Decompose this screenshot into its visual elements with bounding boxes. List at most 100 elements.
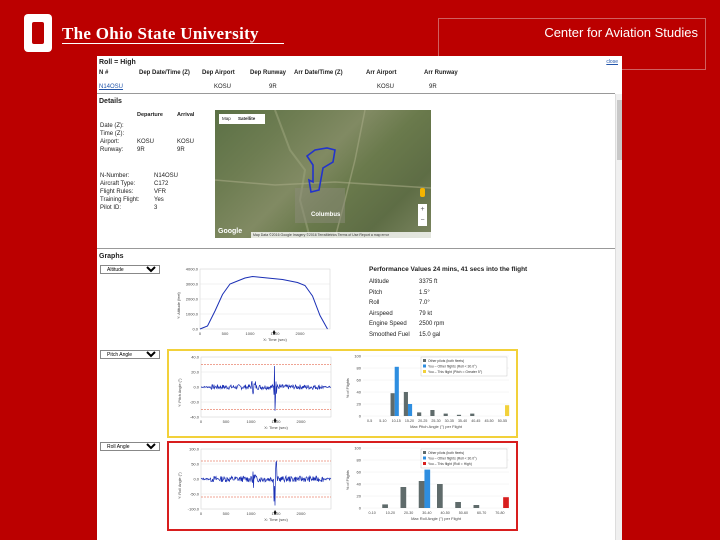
x-tick-label: 70-80 bbox=[495, 511, 504, 515]
graph1-select[interactable]: Altitude bbox=[100, 265, 160, 274]
y-tick-label: -40.0 bbox=[190, 415, 200, 420]
aircraft-label: Pilot ID: bbox=[100, 205, 122, 211]
perf-label: Altitude bbox=[369, 279, 390, 285]
detail-value bbox=[137, 122, 154, 130]
col-dep-airport: Dep Airport bbox=[202, 70, 235, 76]
flight-map[interactable]: Map Satellite Columbus + − Google Map Da… bbox=[215, 110, 431, 238]
graph3-select[interactable]: Roll Angle bbox=[100, 442, 160, 451]
scrollbar[interactable] bbox=[615, 94, 622, 540]
center-title: Center for Aviation Studies bbox=[544, 25, 698, 40]
aircraft-value: 3 bbox=[154, 205, 158, 211]
histogram-bar bbox=[443, 413, 448, 416]
x-tick-label: 0 bbox=[200, 511, 203, 516]
altitude-chart: 4000.0 3000.0 2000.0 1000.0 0.00 500 1000 1500 2… bbox=[177, 267, 331, 342]
x-axis-label: X: Time (sec) bbox=[264, 517, 288, 522]
scrollbar-thumb[interactable] bbox=[617, 100, 622, 160]
perf-label: Pitch bbox=[369, 289, 383, 296]
y-tick-label: 40 bbox=[357, 482, 362, 487]
series-line bbox=[200, 366, 332, 411]
detail-value: 9R bbox=[137, 147, 145, 153]
legend-swatch bbox=[423, 359, 426, 362]
pegman-icon[interactable] bbox=[420, 188, 425, 197]
y-tick-label: 20.0 bbox=[191, 370, 200, 375]
x-tick-label: 30-40 bbox=[422, 511, 431, 515]
x-tick-label: 0 bbox=[199, 331, 202, 336]
perf-row: Altitude 3375 ft bbox=[369, 277, 519, 288]
detail-label: Time (Z): bbox=[100, 131, 125, 137]
y-tick-label: 4000.0 bbox=[186, 267, 199, 272]
graph2-select[interactable]: Pitch Angle bbox=[100, 350, 160, 359]
dep-airport-cell: KOSU bbox=[214, 84, 232, 90]
performance-values: Altitude 3375 ft Pitch 1.5° Roll 7.0° Airsp… bbox=[369, 277, 519, 340]
histogram-bar bbox=[394, 366, 399, 416]
detail-value bbox=[177, 122, 194, 130]
detail-value bbox=[137, 130, 154, 138]
x-tick-label: 0-10 bbox=[369, 511, 376, 515]
col-arr-date: Arr Date/Time (Z) bbox=[294, 70, 343, 76]
legend-swatch bbox=[423, 456, 426, 460]
x-tick-label: 500 bbox=[222, 331, 229, 336]
x-tick-label: 1500 bbox=[271, 331, 281, 336]
histogram-bar bbox=[505, 405, 510, 416]
y-tick-label: 3000.0 bbox=[186, 282, 199, 287]
col-dep-date: Dep Date/Time (Z) bbox=[139, 70, 190, 76]
x-tick-label: 10-15 bbox=[392, 419, 401, 423]
y-tick-label: 80 bbox=[357, 458, 362, 463]
aircraft-link[interactable]: N14OSU bbox=[99, 84, 124, 90]
map-tab[interactable]: Map bbox=[222, 116, 231, 121]
aircraft-values: N14OSU C172 VFR Yes 3 bbox=[154, 172, 178, 212]
y-tick-label: 20 bbox=[357, 402, 362, 407]
osu-logo-icon bbox=[24, 14, 52, 52]
arrival-label: Arrival bbox=[177, 112, 195, 118]
satellite-tab[interactable]: Satellite bbox=[238, 116, 256, 121]
detail-label: Runway: bbox=[100, 147, 124, 153]
histogram-bar bbox=[473, 505, 480, 508]
y-tick-label: 60 bbox=[357, 470, 362, 475]
aircraft-label: Aircraft Type: bbox=[100, 181, 136, 187]
x-tick-label: 50-55 bbox=[498, 419, 507, 423]
aircraft-label: Flight Rules: bbox=[100, 189, 134, 195]
y-tick-label: 80 bbox=[357, 366, 362, 371]
x-axis-label: Max Roll Angle (°) per Flight bbox=[411, 516, 462, 521]
divider bbox=[62, 43, 284, 44]
aircraft-value: Yes bbox=[154, 197, 164, 203]
legend-box bbox=[420, 448, 508, 469]
perf-row: Smoothed Fuel 15.0 gal bbox=[369, 330, 519, 341]
departure-values: KOSU 9R bbox=[137, 122, 154, 154]
perf-value: 2500 rpm bbox=[419, 321, 445, 327]
zoom-out-button[interactable]: − bbox=[420, 217, 425, 224]
legend-swatch bbox=[423, 462, 426, 465]
x-tick-label: 2000 bbox=[296, 331, 306, 336]
arr-runway-cell: 9R bbox=[429, 84, 437, 90]
x-tick-label: 1500 bbox=[272, 511, 282, 516]
pitch-line-chart: 40.0 20.0 0.0 -20.0 -40.00 500 1000 1500 2000 Y: … bbox=[178, 355, 332, 430]
x-tick-label: 2000 bbox=[297, 511, 307, 516]
divider bbox=[97, 248, 615, 249]
col-n: N # bbox=[99, 70, 109, 76]
x-tick-label: 60-70 bbox=[477, 511, 486, 515]
time-marker-icon bbox=[273, 418, 277, 423]
histogram-bar bbox=[390, 393, 395, 416]
pitch-histogram: 100 80 60 40 20 0 % of Flights 0-5 5-10 10-15 15-2… bbox=[346, 354, 510, 429]
roll-line-chart: 100.0 50.0 0.0 -50.0 -100.00 500 1000 1500 2000 Y… bbox=[178, 447, 332, 522]
zoom-in-button[interactable]: + bbox=[420, 206, 425, 213]
x-tick-label: 20-30 bbox=[404, 511, 413, 515]
x-tick-label: 45-50 bbox=[484, 419, 493, 423]
histogram-bar bbox=[424, 469, 431, 508]
y-tick-label: 40.0 bbox=[191, 355, 200, 360]
detail-value: KOSU bbox=[137, 139, 155, 145]
map-type-tabs: Map Satellite bbox=[219, 114, 265, 124]
x-tick-label: 2000 bbox=[297, 419, 307, 424]
y-tick-label: 100.0 bbox=[189, 447, 200, 452]
detail-value: 9R bbox=[177, 147, 185, 153]
x-tick-label: 1000 bbox=[246, 331, 256, 336]
departure-label: Departure bbox=[137, 112, 163, 118]
legend-label: You – This flight (Roll = High) bbox=[428, 462, 472, 466]
perf-value: 3375 ft bbox=[419, 279, 438, 285]
close-link[interactable]: close bbox=[606, 59, 618, 65]
legend-box bbox=[420, 356, 508, 377]
perf-value: 1.5° bbox=[419, 289, 430, 296]
perf-row: Roll 7.0° bbox=[369, 298, 519, 309]
x-tick-label: 500 bbox=[223, 511, 230, 516]
histogram-bar bbox=[418, 481, 425, 508]
